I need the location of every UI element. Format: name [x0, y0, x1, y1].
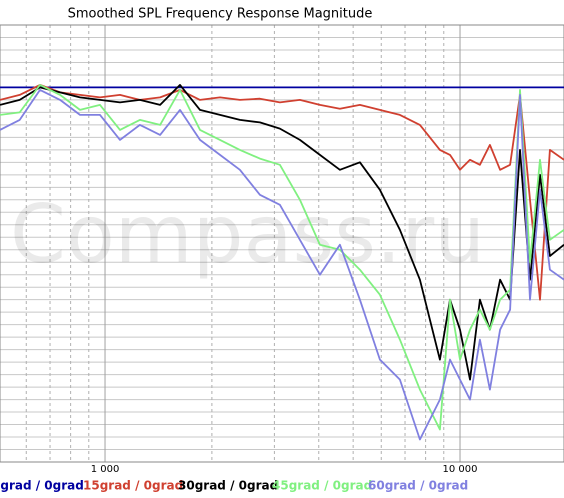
lines [0, 84, 564, 441]
series-line [0, 89, 564, 441]
series-line [0, 84, 564, 301]
x-tick-label: 1 000 [91, 464, 120, 475]
watermark: Compass.ru [10, 188, 485, 281]
legend-entry: 15grad / 0grad [83, 479, 183, 493]
x-tick-label: 10 000 [443, 464, 478, 475]
series-line [0, 84, 564, 431]
legend-entry: 60grad / 0grad [368, 479, 468, 493]
plot-frame [0, 24, 564, 463]
chart-title: Smoothed SPL Frequency Response Magnitud… [68, 7, 373, 22]
series-line [0, 84, 564, 381]
legend-entry: 0grad / 0grad [0, 479, 84, 493]
labels: 1 000 10 000 0grad / 0grad 15grad / 0grad30… [0, 464, 478, 493]
legend-entry: 45grad / 0grad [272, 479, 372, 493]
legend-entry: 30grad / 0grad [178, 479, 278, 493]
grid [0, 24, 564, 463]
